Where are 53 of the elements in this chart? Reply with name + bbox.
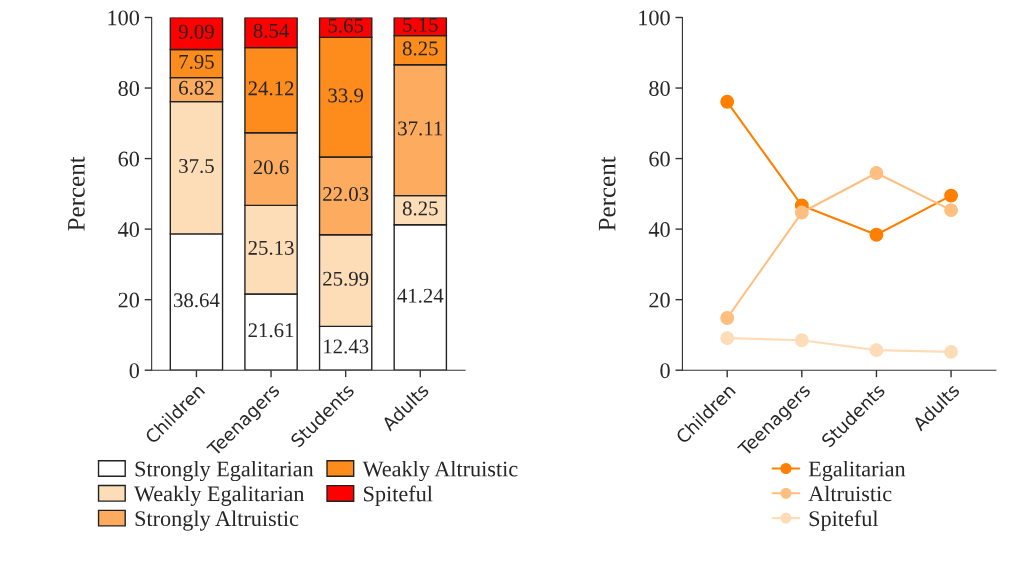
point	[720, 331, 735, 346]
y-tick-label: 80	[118, 80, 139, 96]
legend-label: Strongly Altruistic	[135, 510, 299, 531]
data-label: 41.24	[397, 288, 444, 303]
point	[720, 311, 735, 325]
point	[720, 94, 735, 109]
legend-label: Weakly Egalitarian	[134, 485, 305, 506]
legend-label: Spiteful	[809, 510, 879, 531]
point	[869, 343, 884, 358]
point	[944, 203, 959, 218]
legend-label: Strongly Egalitarian	[135, 460, 314, 482]
y-tick-label: 100	[108, 10, 139, 26]
data-label: 5.15	[403, 17, 438, 32]
data-label: 9.09	[178, 24, 214, 39]
y-axis-title: Percent	[598, 156, 616, 231]
y-tick-label: 20	[118, 292, 139, 308]
data-label: 25.99	[323, 271, 369, 286]
y-tick-label: 80	[649, 80, 670, 96]
point	[869, 227, 884, 242]
data-label: 12.43	[324, 339, 369, 354]
point	[794, 333, 809, 348]
y-tick-label: 60	[118, 151, 139, 167]
data-label: 8.25	[402, 41, 438, 56]
data-label: 20.6	[253, 160, 289, 175]
data-label: 37.11	[398, 121, 443, 136]
y-tick-label: 60	[649, 151, 670, 167]
data-label: 8.25	[402, 201, 438, 216]
y-tick-label: 100	[639, 10, 670, 26]
data-label: 6.82	[179, 80, 214, 95]
data-label: 33.9	[328, 88, 364, 103]
data-label: 7.95	[179, 54, 214, 69]
y-tick-label: 20	[649, 292, 670, 308]
y-tick-label: 0	[660, 363, 670, 379]
point	[944, 344, 959, 359]
data-label: 22.03	[323, 187, 369, 202]
point	[869, 166, 884, 180]
legend-label: Spiteful	[364, 485, 433, 506]
y-axis-title: Percent	[68, 156, 85, 231]
legend-label: Egalitarian	[808, 460, 906, 482]
data-label: 21.61	[248, 323, 294, 338]
data-label: 24.12	[248, 81, 294, 96]
data-label: 5.65	[328, 18, 364, 33]
y-tick-label: 40	[118, 222, 139, 238]
y-tick-label: 0	[129, 363, 139, 379]
legend-label: Altruistic	[808, 485, 892, 502]
data-label: 38.64	[173, 293, 220, 308]
y-tick-label: 40	[648, 222, 670, 238]
point	[794, 205, 809, 220]
data-label: 37.5	[179, 159, 214, 174]
point	[944, 188, 959, 203]
data-label: 8.54	[253, 23, 289, 38]
data-label: 25.13	[248, 240, 294, 255]
legend-label: Weakly Altruistic	[362, 460, 518, 482]
